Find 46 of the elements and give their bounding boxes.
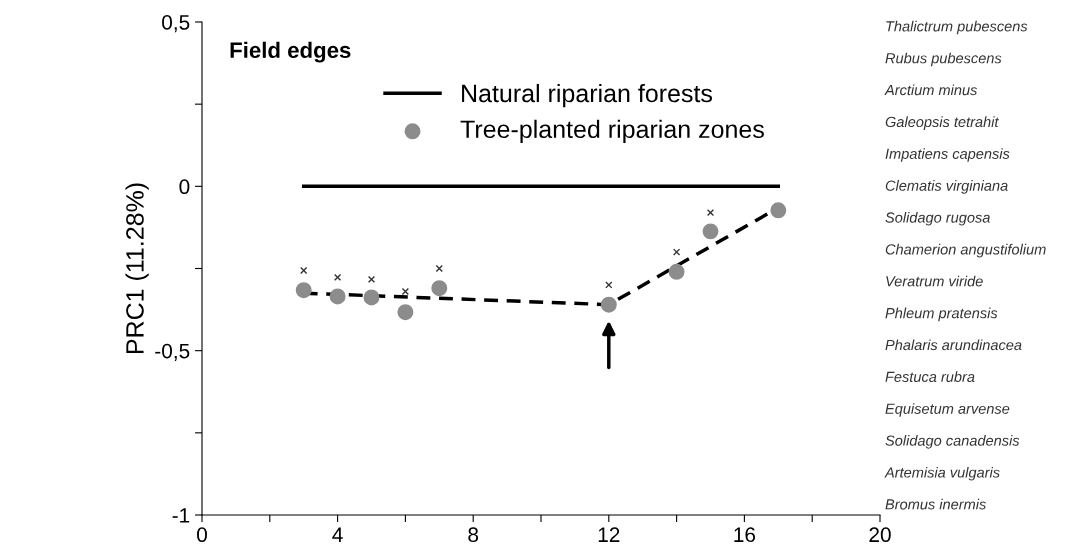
point	[363, 289, 380, 306]
point	[672, 248, 681, 256]
point	[397, 304, 414, 321]
text: Clematis virginiana	[885, 180, 1008, 194]
point	[431, 280, 448, 297]
text: Rubus pubescens	[885, 52, 1002, 67]
text: Arctium minus	[884, 84, 978, 96]
text: Field edges	[230, 41, 351, 63]
point	[435, 264, 443, 273]
point	[295, 282, 312, 299]
y-tick-label: -0,5	[155, 343, 190, 361]
point	[706, 208, 715, 217]
point	[702, 223, 719, 240]
text: Phleum pratensis	[885, 307, 998, 322]
point	[329, 288, 346, 305]
y-axis-title: PRC1 (11.28%)	[125, 183, 149, 354]
point	[605, 281, 613, 289]
x-tick-label: 12	[598, 527, 620, 542]
text: Solidago canadensis	[885, 435, 1020, 449]
text: Festuca rubra	[885, 371, 975, 383]
text: Phalaris arundinacea	[885, 339, 1022, 351]
x-tick-label: 20	[869, 527, 891, 543]
text: Impatiens capensis	[885, 148, 1010, 162]
text: Artemisia vulgaris	[884, 466, 1000, 481]
y-tick-label: 0,5	[162, 15, 190, 33]
text: Galeopsis tetrahit	[885, 116, 999, 130]
x-tick-label: 4	[332, 527, 343, 542]
point	[668, 263, 685, 280]
text: Equisetum arvense	[885, 403, 1010, 417]
text: Bromus inermis	[885, 498, 986, 510]
text: Thalictrum pubescens	[886, 20, 1028, 35]
legend-label: Tree-planted riparian zones	[460, 119, 764, 144]
point	[770, 202, 787, 219]
point	[300, 266, 308, 275]
x-tick-label: 8	[468, 527, 479, 543]
text: Veratrum viride	[886, 275, 983, 287]
y-tick-label: 0	[179, 179, 190, 195]
text: Solidago rugosa	[885, 211, 990, 226]
x-tick-label: 0	[197, 527, 207, 543]
y-tick-label: -1	[172, 508, 190, 523]
text: Chamerion angustifolium	[885, 243, 1046, 258]
legend-label: Natural riparian forests	[462, 83, 712, 108]
point	[333, 273, 342, 282]
x-tick-label: 16	[734, 527, 756, 543]
point	[367, 275, 376, 283]
point	[600, 296, 617, 313]
